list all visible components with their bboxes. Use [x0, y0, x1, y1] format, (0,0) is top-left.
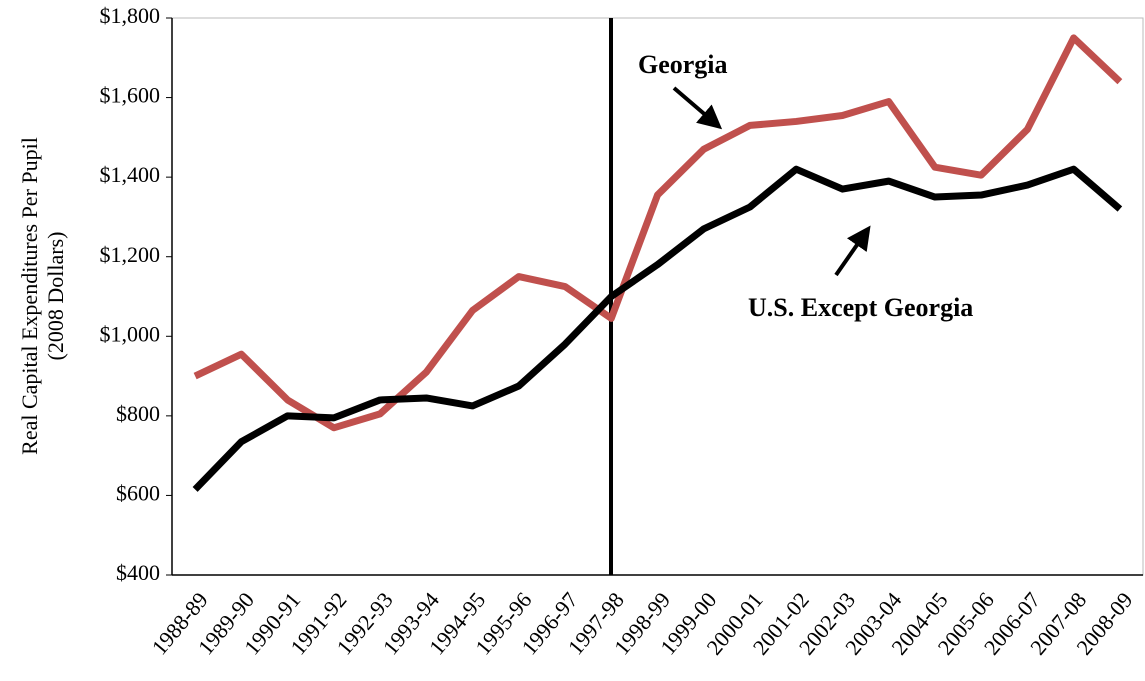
annotation-arrow	[672, 86, 723, 130]
y-tick-label: $1,400	[100, 162, 161, 187]
y-tick-label: $1,800	[100, 3, 161, 28]
y-tick-label: $1,000	[100, 321, 161, 346]
y-axis-label: Real Capital Expenditures Per Pupil	[17, 137, 42, 455]
annotation: Georgia	[638, 50, 728, 79]
y-tick-label: $1,200	[100, 242, 161, 267]
y-tick-label: $1,600	[100, 83, 161, 108]
annotation: U.S. Except Georgia	[748, 293, 973, 322]
series-line	[192, 165, 1123, 492]
annotation-arrow	[834, 225, 871, 277]
y-tick-label: $600	[116, 480, 160, 505]
plot-frame	[171, 17, 1144, 576]
y-tick-label: $400	[116, 560, 160, 585]
series-line	[193, 34, 1123, 432]
y-tick-label: $800	[116, 401, 160, 426]
y-axis-label: (2008 Dollars)	[43, 232, 68, 361]
series-layer	[192, 34, 1123, 492]
